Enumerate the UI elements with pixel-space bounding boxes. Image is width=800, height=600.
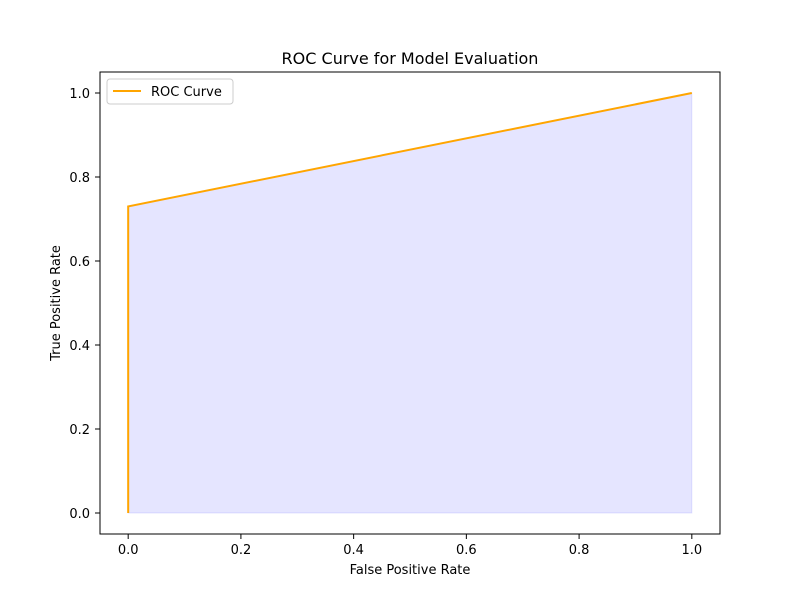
y-tick-label: 1.0 [69, 87, 90, 102]
legend-label-roc-curve: ROC Curve [151, 85, 222, 100]
y-tick-label: 0.2 [69, 423, 90, 438]
legend: ROC Curve [106, 78, 234, 105]
plot-frame [99, 71, 721, 535]
roc-area-fill [127, 92, 693, 514]
x-tick-label: 0.4 [343, 543, 364, 558]
chart-title: ROC Curve for Model Evaluation [282, 49, 539, 68]
y-axis-label: True Positive Rate [49, 245, 64, 362]
x-axis-label: False Positive Rate [350, 563, 471, 578]
legend-box [106, 78, 234, 105]
y-tick-label: 0.0 [69, 507, 90, 522]
x-tick-label: 0.8 [569, 543, 590, 558]
y-tick-label: 0.4 [69, 339, 90, 354]
x-tick-label: 0.2 [231, 543, 252, 558]
roc-curve-line [127, 92, 693, 513]
y-tick-label: 0.8 [69, 171, 90, 186]
x-tick-label: 0.6 [456, 543, 477, 558]
y-tick-label: 0.6 [69, 255, 90, 270]
x-tick-label: 1.0 [681, 543, 702, 558]
x-tick-label: 0.0 [118, 543, 139, 558]
plot-layer [127, 92, 693, 514]
y-axis-ticks: 0.0 0.2 0.4 0.6 0.8 1.0 [69, 87, 100, 522]
x-axis-ticks: 0.0 0.2 0.4 0.6 0.8 1.0 [118, 534, 702, 558]
